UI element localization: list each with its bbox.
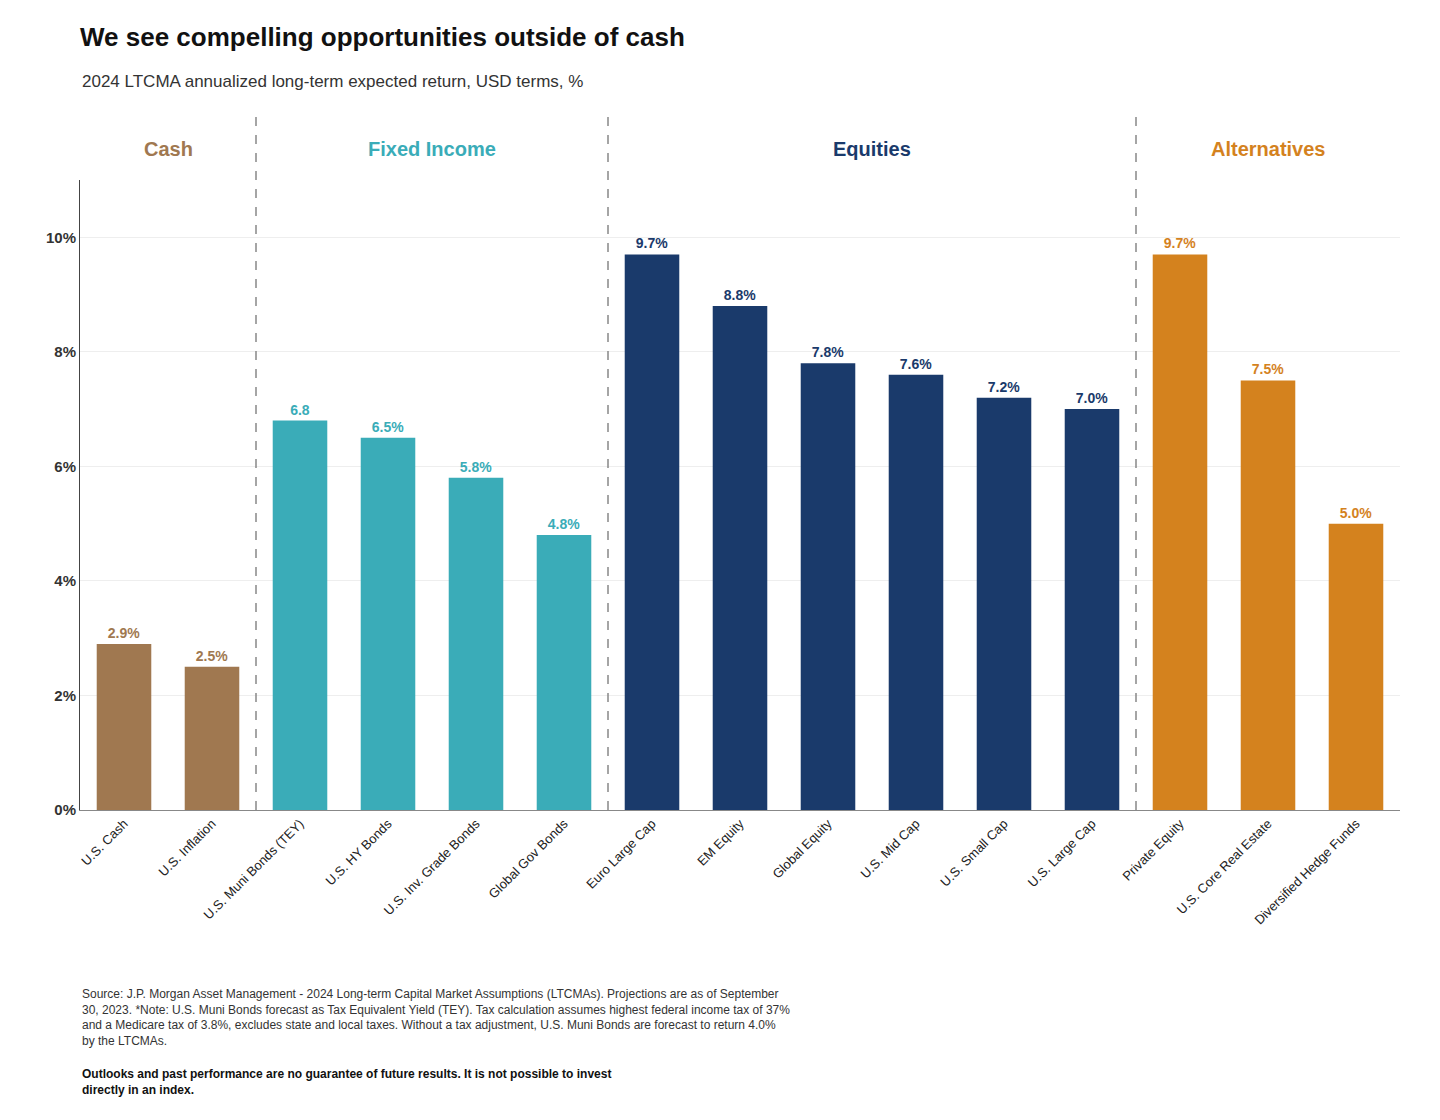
svg-text:6%: 6% bbox=[54, 458, 76, 475]
svg-text:Global Gov Bonds: Global Gov Bonds bbox=[486, 816, 572, 902]
svg-text:Equities: Equities bbox=[833, 138, 911, 160]
svg-text:9.7%: 9.7% bbox=[636, 235, 668, 251]
svg-text:6.5%: 6.5% bbox=[372, 419, 404, 435]
svg-text:U.S. Mid Cap: U.S. Mid Cap bbox=[857, 816, 922, 881]
svg-text:Private Equity: Private Equity bbox=[1119, 816, 1187, 884]
svg-text:5.8%: 5.8% bbox=[460, 459, 492, 475]
svg-text:6.8: 6.8 bbox=[290, 402, 310, 418]
svg-text:0%: 0% bbox=[54, 801, 76, 818]
svg-text:U.S. Cash: U.S. Cash bbox=[78, 816, 131, 869]
svg-text:U.S. Small Cap: U.S. Small Cap bbox=[937, 816, 1010, 889]
svg-text:Alternatives: Alternatives bbox=[1211, 138, 1326, 160]
svg-text:2%: 2% bbox=[54, 687, 76, 704]
svg-text:U.S. Large Cap: U.S. Large Cap bbox=[1025, 816, 1099, 890]
svg-text:U.S. Core Real Estate: U.S. Core Real Estate bbox=[1174, 816, 1275, 917]
svg-text:9.7%: 9.7% bbox=[1164, 235, 1196, 251]
svg-text:Outlooks and past performance: Outlooks and past performance are no gua… bbox=[82, 1067, 611, 1097]
svg-text:U.S. Inv. Grade Bonds: U.S. Inv. Grade Bonds bbox=[381, 816, 483, 918]
svg-text:U.S. HY Bonds: U.S. HY Bonds bbox=[322, 816, 395, 889]
svg-text:U.S. Inflation: U.S. Inflation bbox=[155, 816, 218, 879]
svg-text:2.5%: 2.5% bbox=[196, 648, 228, 664]
svg-text:Euro Large Cap: Euro Large Cap bbox=[583, 816, 659, 892]
svg-text:EM Equity: EM Equity bbox=[694, 816, 747, 869]
svg-text:7.2%: 7.2% bbox=[988, 379, 1020, 395]
svg-text:10%: 10% bbox=[46, 229, 76, 246]
svg-text:Fixed Income: Fixed Income bbox=[368, 138, 496, 160]
svg-text:7.6%: 7.6% bbox=[900, 356, 932, 372]
svg-text:5.0%: 5.0% bbox=[1340, 505, 1372, 521]
svg-text:8%: 8% bbox=[54, 343, 76, 360]
svg-text:8.8%: 8.8% bbox=[724, 287, 756, 303]
svg-text:7.0%: 7.0% bbox=[1076, 390, 1108, 406]
svg-text:We see compelling opportunitie: We see compelling opportunities outside … bbox=[80, 22, 685, 52]
svg-text:Source: J.P. Morgan Asset Mana: Source: J.P. Morgan Asset Management - 2… bbox=[82, 987, 790, 1048]
svg-text:7.8%: 7.8% bbox=[812, 344, 844, 360]
svg-text:4.8%: 4.8% bbox=[548, 516, 580, 532]
svg-text:7.5%: 7.5% bbox=[1252, 361, 1284, 377]
svg-text:Cash: Cash bbox=[144, 138, 193, 160]
svg-text:Global Equity: Global Equity bbox=[769, 816, 835, 882]
svg-text:Diversified Hedge Funds: Diversified Hedge Funds bbox=[1251, 816, 1363, 928]
svg-text:2.9%: 2.9% bbox=[108, 625, 140, 641]
svg-text:2024 LTCMA annualized long-ter: 2024 LTCMA annualized long-term expected… bbox=[82, 72, 583, 91]
svg-text:U.S. Muni Bonds (TEY): U.S. Muni Bonds (TEY) bbox=[201, 816, 307, 922]
svg-text:4%: 4% bbox=[54, 572, 76, 589]
